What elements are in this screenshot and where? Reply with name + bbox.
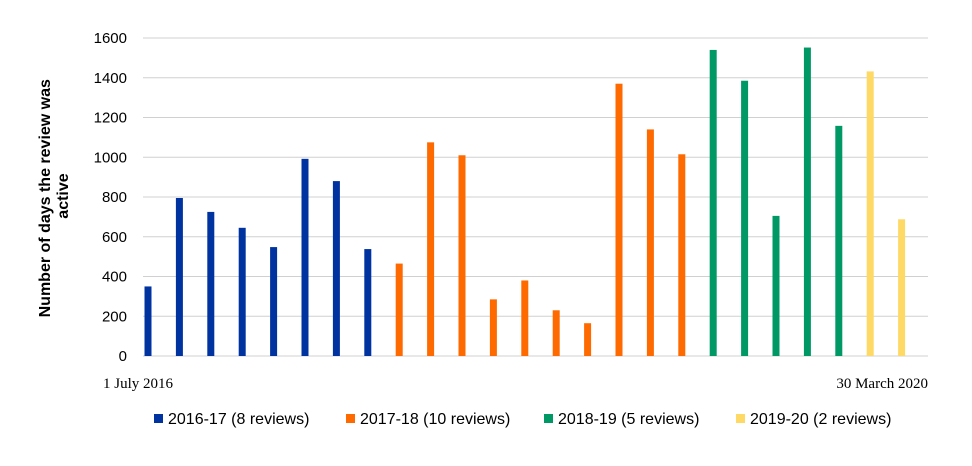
bar bbox=[772, 215, 780, 356]
bar bbox=[395, 263, 403, 356]
bar bbox=[709, 49, 717, 357]
bar bbox=[835, 125, 843, 356]
bar bbox=[898, 219, 906, 356]
y-axis-label-line-2: active bbox=[55, 173, 72, 218]
x-end-label: 30 March 2020 bbox=[836, 376, 928, 392]
legend-swatch bbox=[346, 414, 355, 423]
bar bbox=[678, 154, 686, 356]
bars bbox=[144, 47, 906, 357]
legend-swatch bbox=[736, 414, 745, 423]
bar bbox=[238, 227, 246, 356]
legend-label: 2017-18 (10 reviews) bbox=[360, 411, 510, 428]
bar bbox=[270, 247, 278, 356]
bar bbox=[489, 299, 497, 356]
bar bbox=[584, 323, 592, 356]
bar bbox=[521, 280, 529, 356]
bar bbox=[427, 142, 435, 356]
bar bbox=[144, 286, 152, 356]
legend-swatch bbox=[154, 414, 163, 423]
bar bbox=[552, 310, 560, 356]
bar bbox=[207, 211, 215, 356]
legend-label: 2016-17 (8 reviews) bbox=[168, 411, 309, 428]
y-tick-label: 600 bbox=[102, 229, 127, 246]
legend: 2016-17 (8 reviews) 2017-18 (10 reviews) 2… bbox=[154, 411, 891, 428]
legend-label: 2018-19 (5 reviews) bbox=[558, 411, 699, 428]
bar bbox=[741, 80, 749, 356]
bar bbox=[364, 249, 372, 356]
y-tick-label: 1000 bbox=[94, 149, 127, 166]
y-tick-label: 0 bbox=[119, 348, 127, 365]
bar bbox=[803, 47, 811, 356]
bar bbox=[615, 83, 623, 357]
bar bbox=[332, 181, 340, 356]
x-start-label: 1 July 2016 bbox=[103, 376, 174, 392]
bar bbox=[175, 197, 183, 356]
y-tick-label: 200 bbox=[102, 308, 127, 325]
y-axis-label-line-1: Number of days the review was bbox=[37, 79, 54, 317]
y-axis-label: Number of days the review was active bbox=[37, 75, 72, 318]
y-axis-ticks: 0 200 400 600 800 1000 1200 1400 1600 bbox=[94, 30, 127, 365]
y-tick-label: 800 bbox=[102, 189, 127, 206]
y-tick-label: 400 bbox=[102, 269, 127, 286]
bar bbox=[646, 129, 654, 356]
bar bbox=[866, 71, 874, 356]
bar bbox=[458, 155, 466, 356]
bar bbox=[301, 158, 309, 356]
legend-label: 2019-20 (2 reviews) bbox=[750, 411, 891, 428]
y-tick-label: 1400 bbox=[94, 70, 127, 87]
legend-swatch bbox=[544, 414, 553, 423]
y-tick-label: 1600 bbox=[94, 30, 127, 47]
y-tick-label: 1200 bbox=[94, 110, 127, 127]
